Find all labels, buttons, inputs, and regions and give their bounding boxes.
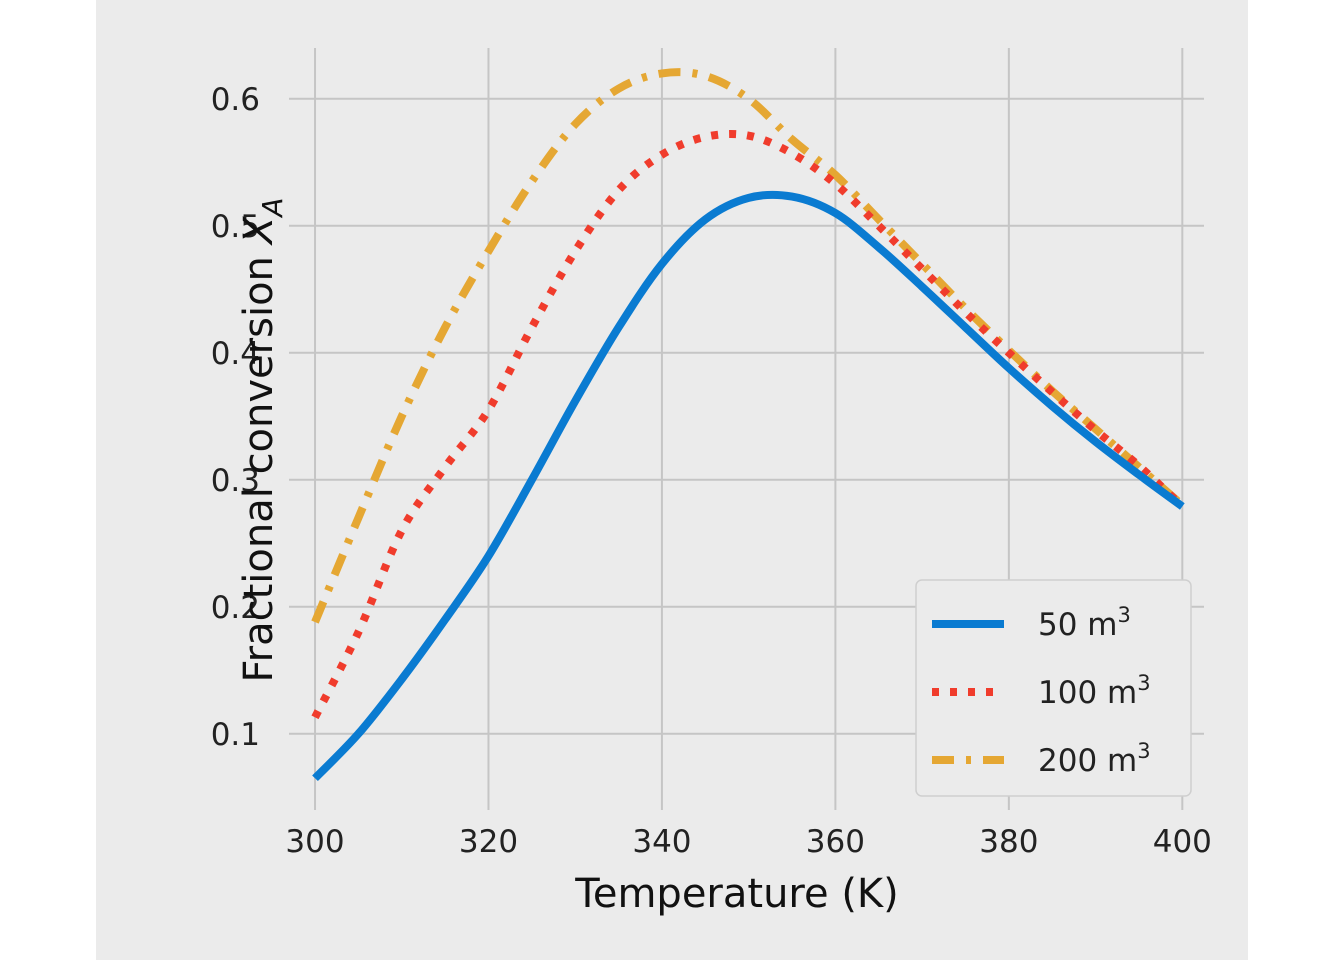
x-tick-label: 340	[632, 824, 691, 860]
y-axis-label: Fractional conversion XA	[236, 198, 289, 683]
legend: 50 m3 100 m3 200 m3	[915, 579, 1192, 797]
series-line-1	[312, 190, 1185, 782]
y-axis-label-symbol: X	[236, 215, 282, 246]
grid	[289, 48, 1204, 810]
y-tick-label: 0.1	[211, 717, 260, 753]
y-axis-label-text: Fractional conversion	[236, 256, 282, 682]
x-tick-label: 400	[1153, 824, 1212, 860]
legend-label: 200 m3	[1038, 739, 1151, 779]
y-tick-label: 0.3	[211, 463, 260, 499]
series-lines	[311, 68, 1186, 782]
x-tick-label: 380	[979, 824, 1038, 860]
x-tick-label: 320	[459, 824, 518, 860]
y-tick-label: 0.4	[211, 336, 260, 372]
legend-box	[915, 579, 1192, 797]
y-tick-label: 0.2	[211, 590, 260, 626]
legend-label: 50 m3	[1038, 603, 1131, 643]
legend-label: 100 m3	[1038, 671, 1151, 711]
chart-svg: 300 320 340 360 380 400 0.1 0.2 0.3 0.4 0.5 0.6 Tem…	[211, 48, 1212, 917]
axis-ticks: 300 320 340 360 380 400 0.1 0.2 0.3 0.4 0.5 0.6	[211, 82, 1212, 860]
x-axis-label: Temperature (K)	[574, 871, 899, 917]
y-tick-label: 0.6	[211, 82, 260, 118]
x-tick-label: 360	[806, 824, 865, 860]
figure-background: 300 320 340 360 380 400 0.1 0.2 0.3 0.4 0.5 0.6 Tem…	[96, 0, 1248, 960]
series-line-3	[311, 68, 1185, 624]
y-tick-label: 0.5	[211, 209, 260, 245]
x-tick-label: 300	[285, 824, 344, 860]
y-axis-label-subscript: A	[256, 198, 289, 219]
